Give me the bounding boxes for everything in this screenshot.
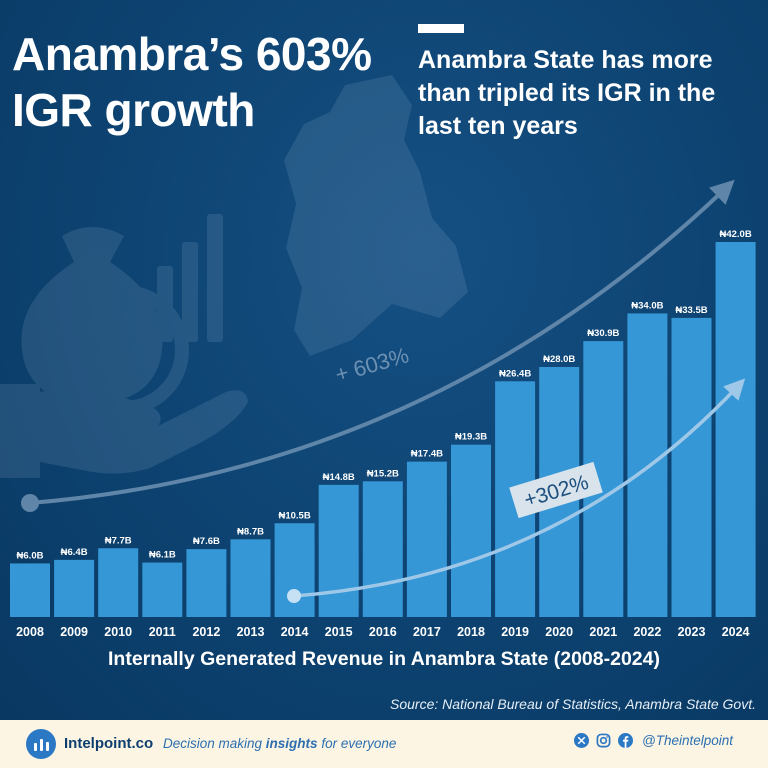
x-tick-label: 2017 [413, 625, 441, 639]
data-label: ₦17.4B [411, 449, 443, 460]
instagram-icon[interactable] [595, 732, 612, 749]
bar-2016 [362, 481, 403, 617]
bar-2008 [10, 563, 50, 617]
data-label: ₦7.6B [193, 536, 220, 547]
x-tick-label: 2022 [633, 625, 661, 639]
source-note: Source: National Bureau of Statistics, A… [390, 696, 756, 712]
x-tick-label: 2010 [104, 625, 132, 639]
bar-2018 [451, 444, 491, 617]
bar-2022 [627, 313, 668, 617]
bar-2023 [671, 317, 712, 617]
hand-icon [0, 384, 248, 478]
footer: Intelpoint.co Decision making insights f… [0, 720, 768, 768]
arrow-start-dot [21, 494, 39, 512]
anambra-map-icon [284, 75, 468, 356]
infographic-canvas: ₦6.0B 2008 ₦6.4B 2009 ₦7.7B 2010 ₦6.1B 2011 ₦7.6… [0, 0, 768, 720]
x-tick-label: 2016 [369, 625, 397, 639]
tagline: Decision making insights for everyone [163, 736, 396, 751]
data-label: ₦19.3B [455, 432, 487, 443]
x-tick-label: 2011 [149, 625, 176, 639]
bar-2012 [186, 549, 227, 617]
badge-background [509, 461, 603, 519]
tagline-post: for everyone [317, 736, 397, 751]
data-label: ₦15.2B [367, 468, 399, 479]
x-tick-label: 2015 [325, 625, 353, 639]
bar-2011 [142, 562, 183, 617]
bar-2010 [98, 548, 139, 617]
growth-arrow-603 [28, 179, 735, 505]
data-label: ₦33.5B [675, 305, 707, 316]
growth-annotations: + 603%+302% [21, 179, 746, 603]
x-tick-label: 2014 [281, 625, 309, 639]
x-tick-label: 2008 [16, 625, 44, 639]
data-label: ₦42.0B [719, 229, 751, 240]
tagline-emphasis: insights [265, 736, 318, 751]
bar-2013 [230, 539, 271, 617]
x-tick-label: 2018 [457, 625, 485, 639]
data-label: ₦14.8B [323, 472, 355, 483]
growth-bars-icon [132, 214, 223, 342]
x-tick-label: 2012 [192, 625, 220, 639]
brand-logo-icon [26, 729, 56, 759]
data-label: ₦7.7B [105, 535, 132, 546]
data-label: ₦10.5B [278, 510, 310, 521]
x-tick-label: 2019 [501, 625, 529, 639]
data-label: ₦6.0B [17, 550, 44, 561]
data-label: ₦8.7B [237, 526, 264, 537]
facebook-icon[interactable] [617, 732, 634, 749]
x-tick-label: 2021 [589, 625, 617, 639]
naira-coin-icon [59, 285, 189, 415]
bar-2017 [406, 461, 447, 617]
social-links: @Theintelpoint [573, 732, 733, 749]
title-accent-bar [418, 24, 464, 33]
bar-2015 [318, 484, 359, 617]
chart-title: Internally Generated Revenue in Anambra … [108, 648, 660, 670]
bar-2009 [54, 559, 95, 617]
x-tick-label: 2009 [60, 625, 88, 639]
data-label: ₦6.4B [61, 547, 88, 558]
growth-arrow-302 [292, 378, 746, 598]
money-bag-icon [21, 227, 163, 404]
growth-label-603: + 603% [332, 342, 411, 387]
bar-chart: ₦6.0B 2008 ₦6.4B 2009 ₦7.7B 2010 ₦6.1B 2011 ₦7.6… [0, 75, 756, 639]
bar-2024 [715, 242, 756, 617]
x-tick-label: 2013 [237, 625, 265, 639]
data-label: ₦6.1B [149, 550, 176, 561]
data-label: ₦30.9B [587, 328, 619, 339]
x-tick-label: 2020 [545, 625, 573, 639]
decorative-illustration [0, 75, 468, 478]
x-icon[interactable] [573, 732, 590, 749]
tagline-pre: Decision making [163, 736, 266, 751]
data-label: ₦26.4B [499, 368, 531, 379]
x-tick-label: 2023 [678, 625, 706, 639]
data-label: ₦28.0B [543, 354, 575, 365]
page-subtitle: Anambra State has more than tripled its … [418, 46, 716, 140]
x-tick-label: 2024 [722, 625, 750, 639]
data-label: ₦34.0B [631, 300, 663, 311]
brand-name[interactable]: Intelpoint.co [64, 735, 154, 752]
arrow-start-dot [287, 589, 301, 603]
page-title: Anambra’s 603% IGR growth [12, 28, 372, 136]
social-handle[interactable]: @Theintelpoint [642, 733, 734, 748]
